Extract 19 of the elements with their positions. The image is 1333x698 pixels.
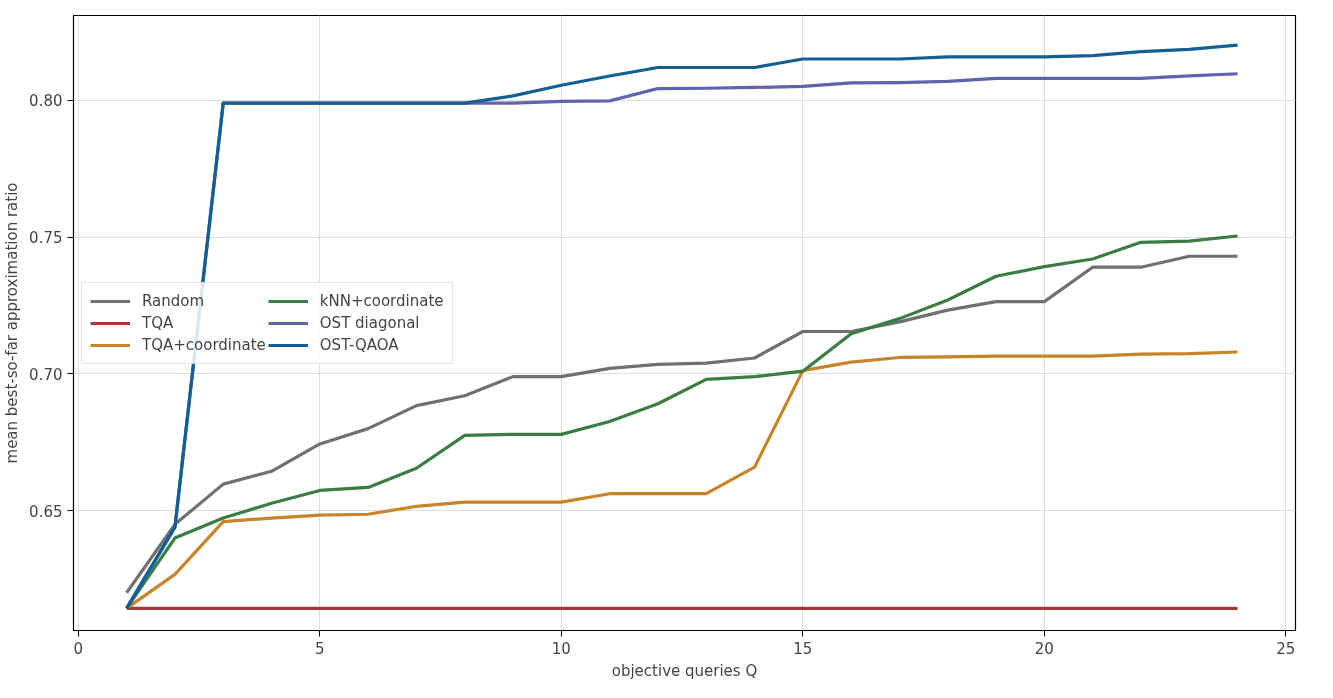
legend-label: Random [142, 291, 205, 310]
y-tick-label: 0.75 [29, 229, 63, 248]
x-tick-label: 15 [793, 639, 813, 658]
y-tick-label: 0.70 [29, 365, 63, 384]
x-axis-title: objective queries Q [611, 661, 758, 680]
y-tick-label: 0.80 [29, 92, 63, 111]
legend-label: TQA+coordinate [142, 335, 266, 354]
y-tick-label: 0.65 [29, 502, 63, 521]
legend-label: kNN+coordinate [319, 291, 444, 310]
legend-label: TQA [142, 313, 174, 332]
legend-label: OST-QAOA [319, 335, 399, 354]
legend-label: OST diagonal [319, 313, 420, 332]
x-tick-label: 10 [551, 639, 571, 658]
x-tick-label: 20 [1034, 639, 1054, 658]
x-tick-label: 5 [315, 639, 325, 658]
line-series [125, 350, 1240, 610]
y-axis-title: mean best-so-far approximation ratio [3, 182, 22, 464]
x-tick-label: 25 [1276, 639, 1296, 658]
x-tick-label: 0 [73, 639, 84, 658]
